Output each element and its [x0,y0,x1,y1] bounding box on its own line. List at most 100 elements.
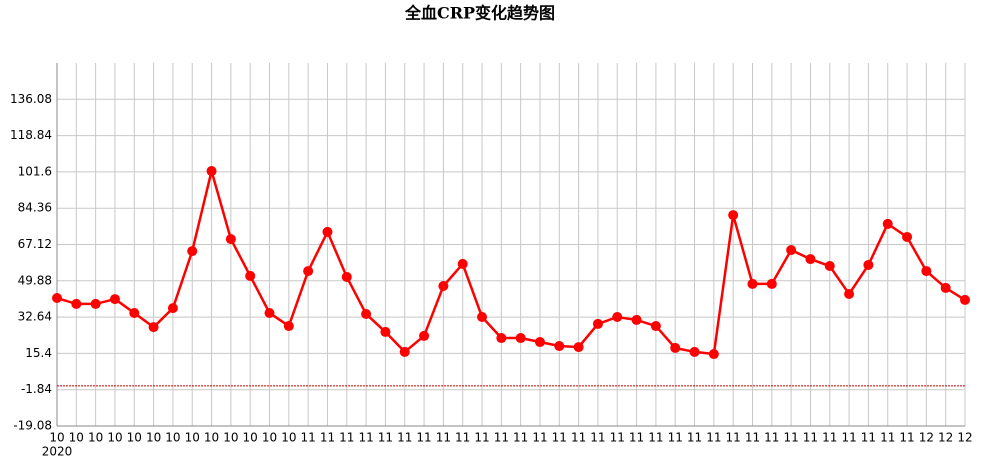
x-tick-label: 11 [532,431,547,445]
x-tick-label: 11 [706,431,721,445]
x-tick-label: 12 [957,431,972,445]
point [129,307,140,318]
x-tick-label: 11 [880,431,895,445]
point [71,298,82,309]
x-tick-label: 11 [668,431,683,445]
x-tick-label: 11 [358,431,373,445]
x-tick-label: 10 [88,431,103,445]
x-tick-label: 12 [919,431,934,445]
point [766,278,777,289]
x-tick-label: 11 [822,431,837,445]
point [361,309,372,320]
point [631,314,642,325]
x-tick-label: 11 [416,431,431,445]
point [650,321,661,332]
point [747,278,758,289]
point [863,259,874,270]
point [921,266,932,277]
x-tick-label: 10 [243,431,258,445]
x-tick-label: 10 [204,431,219,445]
point [844,289,855,300]
point [419,330,430,341]
x-tick-label: 11 [841,431,856,445]
point [534,337,545,348]
x-tick-label: 11 [571,431,586,445]
y-tick-label: 136.08 [10,92,52,106]
x-tick-label: 11 [687,431,702,445]
point [303,266,314,277]
x-tick-label: 11 [899,431,914,445]
point [554,341,565,352]
y-tick-label: 118.84 [10,128,52,142]
y-tick-label: 32.64 [18,310,52,324]
x-tick-label: 11 [861,431,876,445]
x-tick-label: 11 [629,431,644,445]
y-tick-label: 84.36 [18,201,52,215]
point [399,346,410,357]
point [283,321,294,332]
x-tick-label: 10 [223,431,238,445]
point [786,245,797,256]
point [573,342,584,353]
x-tick-label: 10 [107,431,122,445]
x-tick-label: 10 [127,431,142,445]
y-tick-label: -1.84 [21,382,52,396]
x-tick-label: 11 [455,431,470,445]
x-tick-label: 11 [339,431,354,445]
point [187,246,198,257]
point [515,333,526,344]
point [805,254,816,265]
point [477,311,488,322]
x-tick-label: 11 [648,431,663,445]
x-tick-label: 10 [49,431,64,445]
x-tick-label: 11 [745,431,760,445]
point [380,326,391,337]
x-sublabel: 2020 [42,445,73,459]
point [225,234,236,245]
point [245,270,256,281]
y-tick-label: 15.4 [25,346,52,360]
y-tick-label: 49.88 [18,273,52,287]
x-tick-label: 11 [320,431,335,445]
point [882,218,893,229]
point [322,226,333,237]
point [341,271,352,282]
point [689,346,700,357]
point [90,298,101,309]
x-tick-label: 10 [165,431,180,445]
point [148,322,159,333]
point [670,342,681,353]
point [496,333,507,344]
point [902,231,913,242]
point [592,318,603,329]
point [206,166,217,177]
point [708,349,719,360]
x-tick-label: 11 [378,431,393,445]
x-tick-label: 11 [436,431,451,445]
point [457,258,468,269]
x-tick-label: 10 [69,431,84,445]
x-tick-label: 11 [803,431,818,445]
x-tick-label: 12 [938,431,953,445]
x-tick-label: 11 [764,431,779,445]
point [728,210,739,221]
x-tick-label: 10 [185,431,200,445]
x-tick-label: 11 [552,431,567,445]
y-tick-label: -19.08 [13,419,52,433]
point [824,261,835,272]
y-tick-label: 101.6 [18,164,52,178]
point [960,294,970,305]
chart-title: 全血CRP变化趋势图 [404,4,555,23]
x-tick-label: 11 [474,431,489,445]
y-tick-label: 67.12 [18,237,52,251]
x-tick-label: 11 [783,431,798,445]
x-tick-label: 11 [610,431,625,445]
x-tick-label: 11 [590,431,605,445]
point [167,303,178,314]
point [612,311,623,322]
x-tick-label: 11 [726,431,741,445]
point [940,282,951,293]
x-tick-label: 11 [494,431,509,445]
point [52,293,62,304]
